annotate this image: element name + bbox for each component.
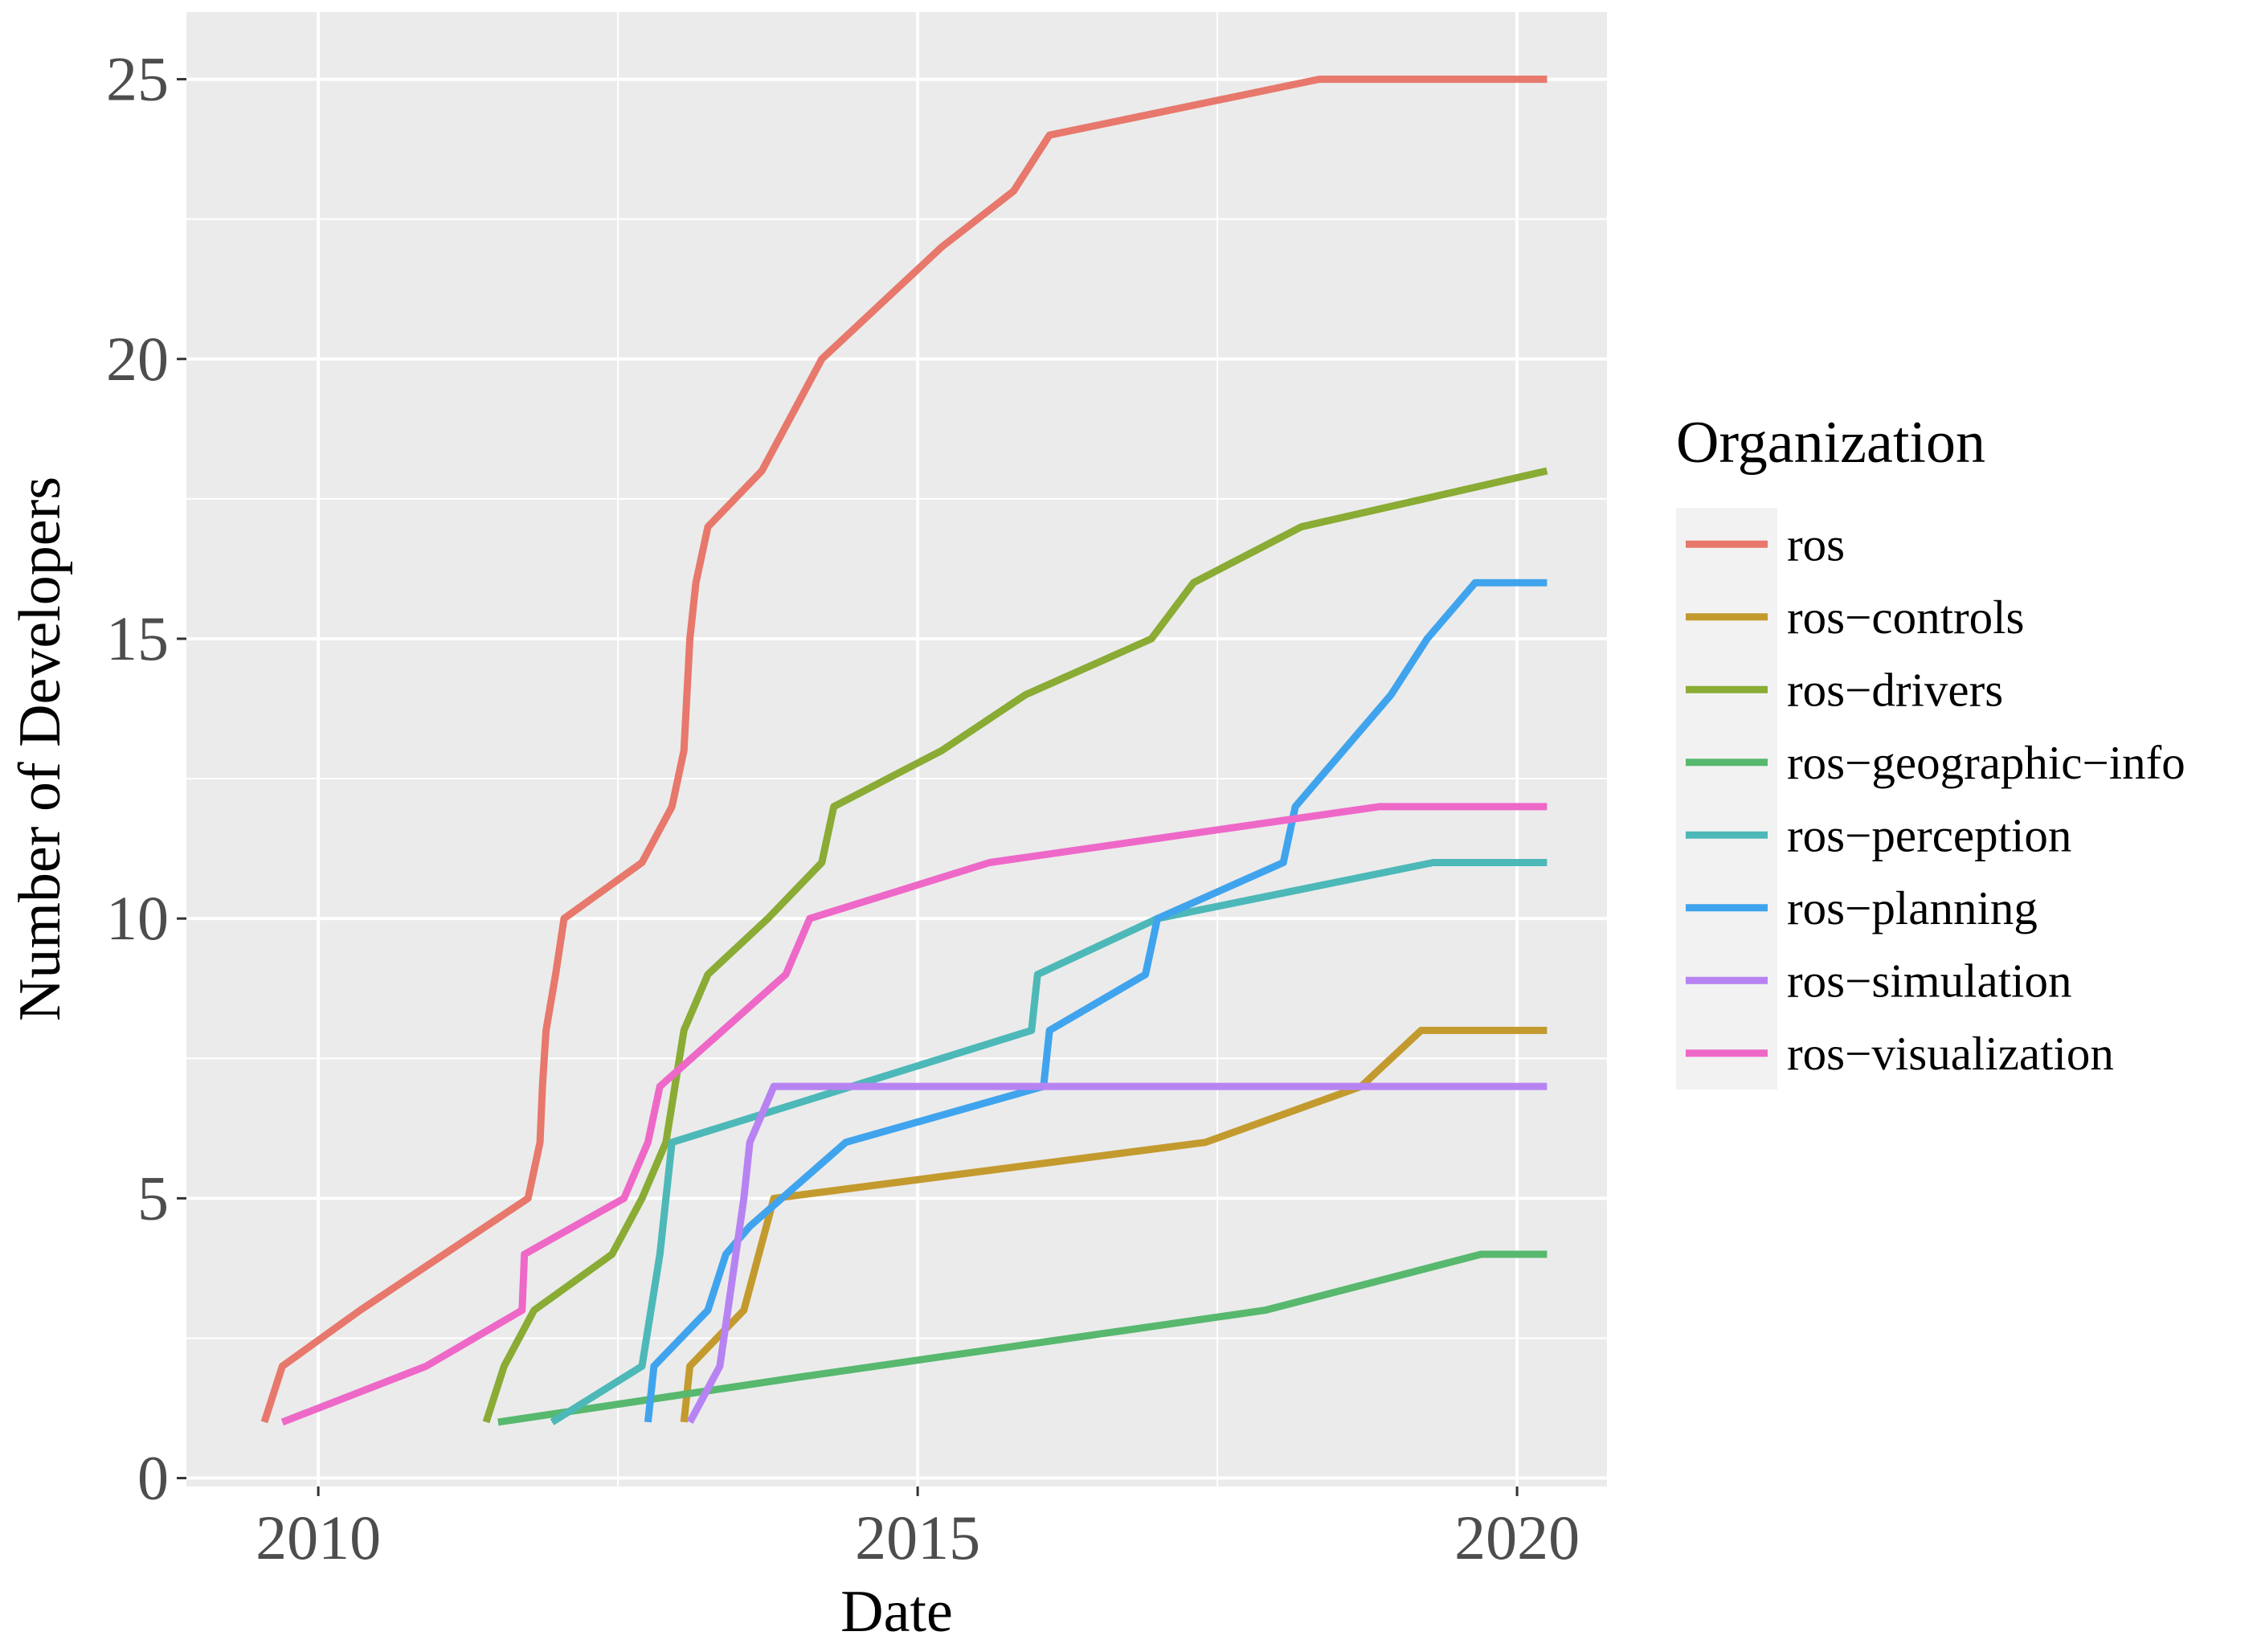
y-tick-labels: 0 5 10 15 20 25 <box>106 44 169 1513</box>
legend-label-ros: ros <box>1787 517 1845 570</box>
legend-label-ros-visualization: ros−visualization <box>1787 1027 2114 1080</box>
legend-label-ros-drivers: ros−drivers <box>1787 663 2003 716</box>
series-line-ros-visualization <box>280 803 1548 1426</box>
x-tick-label: 2015 <box>855 1503 980 1572</box>
y-tick-label: 5 <box>137 1163 169 1233</box>
y-axis-title: Number of Developers <box>7 476 73 1021</box>
y-tick-label: 0 <box>137 1443 169 1513</box>
axis-ticks <box>177 78 1519 1496</box>
y-tick-label: 10 <box>106 883 169 953</box>
minor-gridlines <box>186 12 1607 1486</box>
series-line-ros-drivers <box>482 467 1548 1424</box>
series-line-ros-simulation <box>686 1082 1548 1425</box>
series-line-ros-planning <box>644 579 1548 1423</box>
legend-label-ros-geographic-info: ros−geographic−info <box>1787 736 2185 789</box>
x-axis-title: Date <box>840 1579 953 1645</box>
legend-label-ros-simulation: ros−simulation <box>1787 954 2072 1007</box>
legend-label-ros-planning: ros−planning <box>1787 881 2038 934</box>
y-tick-label: 20 <box>106 324 169 394</box>
series-line-ros-controls <box>680 1026 1548 1423</box>
x-tick-label: 2010 <box>256 1503 381 1572</box>
legend-key-background <box>1676 508 1777 1090</box>
series-line-ros-geographic-info <box>497 1250 1548 1426</box>
legend-items: ros ros−controls ros−drivers ros−geographic… <box>1676 508 2185 1090</box>
series-line-ros <box>260 76 1548 1424</box>
y-tick-label: 25 <box>106 44 169 114</box>
plot-panel <box>186 12 1607 1486</box>
legend-label-ros-controls: ros−controls <box>1787 591 2024 644</box>
x-tick-label: 2020 <box>1454 1503 1580 1572</box>
x-tick-labels: 2010 2015 2020 <box>256 1503 1580 1572</box>
y-tick-label: 15 <box>106 603 169 673</box>
series-lines <box>260 76 1548 1426</box>
legend: Organization rosros−controlsros−driversr… <box>1676 410 2185 1090</box>
legend-label-ros-perception: ros−perception <box>1787 808 2071 861</box>
legend-title: Organization <box>1676 410 1985 476</box>
